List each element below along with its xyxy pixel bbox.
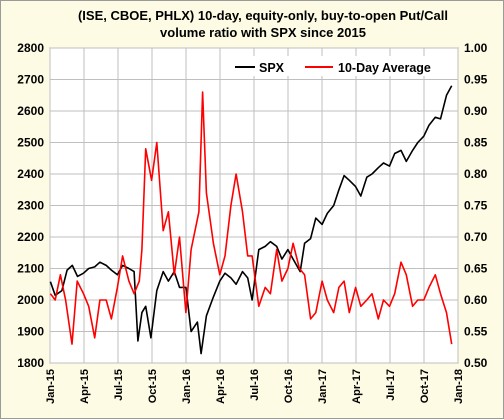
legend-label-spx: SPX [259, 61, 285, 75]
right-axis-tick-label: 0.65 [464, 262, 488, 276]
x-axis-tick-labels: Jan-15 Apr-15 Jul-15 Oct-15 Jan-16 Apr-16 Jul-… [45, 369, 465, 404]
x-axis-tick-label: Apr-17 [351, 369, 363, 404]
x-axis-tick-label: Oct-15 [147, 369, 159, 403]
right-axis-tick-label: 0.80 [464, 167, 488, 181]
x-axis-tick-label: Jul-16 [249, 369, 261, 401]
legend-label-10-day-average: 10-Day Average [338, 61, 431, 75]
x-axis-tick-label: Apr-16 [215, 369, 227, 404]
x-axis-tick-label: Apr-15 [79, 369, 91, 404]
legend: SPX 10-Day Average [231, 56, 437, 76]
left-axis-tick-label: 2100 [17, 262, 44, 276]
right-axis-tick-label: 0.55 [464, 325, 488, 339]
left-axis-tick-label: 2800 [17, 41, 44, 55]
series-layer [49, 85, 453, 355]
chart-title-line-2: volume ratio with SPX since 2015 [160, 25, 366, 40]
x-axis-tick-label: Jan-15 [45, 369, 57, 404]
x-axis-tick-label: Jul-15 [113, 369, 125, 401]
right-axis-tick-label: 0.95 [464, 73, 488, 87]
left-axis-tick-label: 2700 [17, 73, 44, 87]
left-axis-tick-label: 2500 [17, 136, 44, 150]
left-axis-tick-label: 1800 [17, 356, 44, 370]
left-axis-tick-label: 2200 [17, 230, 44, 244]
left-axis-tick-label: 1900 [17, 325, 44, 339]
right-axis-tick-label: 0.50 [464, 356, 488, 370]
right-axis-tick-labels: 0.50 0.55 0.60 0.65 0.70 0.75 0.80 0.85 0.90 0.95… [464, 41, 488, 370]
right-axis-tick-label: 1.00 [464, 41, 488, 55]
x-axis-tick-label: Jul-17 [385, 369, 397, 401]
series-line-spx [49, 85, 453, 355]
right-axis-tick-label: 0.85 [464, 136, 488, 150]
chart-title-line-1: (ISE, CBOE, PHLX) 10-day, equity-only, b… [78, 8, 448, 23]
x-axis-tick-label: Jan-16 [181, 369, 193, 404]
left-axis-tick-label: 2600 [17, 104, 44, 118]
gridlines [49, 47, 459, 364]
x-axis-tick-label: Jan-18 [453, 369, 465, 404]
legend-box [231, 56, 437, 76]
left-axis-tick-labels: 1800 1900 2000 2100 2200 2300 2400 2500 2600 2700… [17, 41, 44, 370]
right-axis-tick-label: 0.70 [464, 230, 488, 244]
left-axis-tick-label: 2400 [17, 167, 44, 181]
series-line-10-day-average [49, 91, 453, 345]
x-axis-tick-label: Oct-16 [283, 369, 295, 403]
x-axis-tick-label: Jan-17 [317, 369, 329, 404]
right-axis-tick-label: 0.75 [464, 199, 488, 213]
left-axis-tick-label: 2300 [17, 199, 44, 213]
right-axis-tick-label: 0.60 [464, 293, 488, 307]
right-axis-tick-label: 0.90 [464, 104, 488, 118]
x-axis-tick-label: Oct-17 [419, 369, 431, 403]
left-axis-tick-label: 2000 [17, 293, 44, 307]
